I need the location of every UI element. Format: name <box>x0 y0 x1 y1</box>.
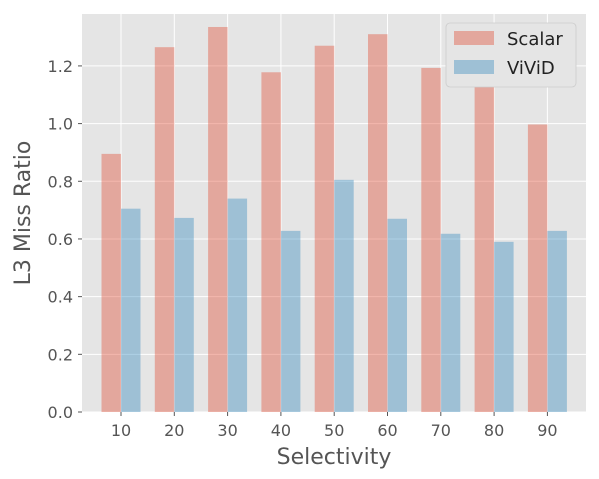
x-tick-label: 60 <box>377 421 397 440</box>
x-tick-label: 50 <box>324 421 344 440</box>
x-tick-label: 30 <box>217 421 237 440</box>
y-tick-label: 0.6 <box>48 230 73 249</box>
legend-label-scalar: Scalar <box>507 29 563 50</box>
bar-scalar-80 <box>474 80 495 412</box>
bar-scalar-40 <box>261 72 281 413</box>
grid-lines <box>82 14 586 413</box>
bar-vivid-40 <box>280 230 301 412</box>
legend: Scalar ViViD <box>445 22 577 88</box>
bar-vivid-20 <box>174 217 194 412</box>
x-tick-label: 80 <box>484 421 504 440</box>
x-axis-title: Selectivity <box>277 445 392 470</box>
bar-vivid-50 <box>334 179 354 412</box>
bar-vivid-70 <box>440 233 461 412</box>
y-tick-label: 1.0 <box>48 115 73 134</box>
bar-vivid-30 <box>227 198 248 412</box>
x-tick-label: 10 <box>111 421 131 440</box>
y-tick-label: 0.0 <box>48 403 73 422</box>
y-tick-label: 0.2 <box>48 345 73 364</box>
bar-scalar-70 <box>421 67 441 412</box>
legend-box <box>445 22 577 88</box>
y-axis-ticks: 0.0 0.2 0.4 0.6 0.8 1.0 1.2 <box>48 57 82 422</box>
x-tick-label: 40 <box>271 421 291 440</box>
bars <box>101 26 567 413</box>
bar-scalar-10 <box>101 153 121 412</box>
bar-vivid-80 <box>494 241 514 412</box>
bar-scalar-20 <box>154 47 175 413</box>
legend-swatch-scalar <box>454 31 494 45</box>
y-tick-label: 0.8 <box>48 172 73 191</box>
x-tick-label: 70 <box>431 421 451 440</box>
y-axis-title: L3 Miss Ratio <box>11 141 36 286</box>
bar-vivid-10 <box>121 208 141 412</box>
bar-scalar-90 <box>527 124 548 413</box>
bar-vivid-90 <box>547 230 567 412</box>
x-tick-label: 90 <box>537 421 557 440</box>
y-tick-label: 0.4 <box>48 288 73 307</box>
bar-vivid-60 <box>387 218 407 412</box>
bar-scalar-60 <box>368 34 388 412</box>
x-axis-ticks: 10 20 30 40 50 60 70 80 90 <box>111 412 558 440</box>
bar-scalar-50 <box>314 45 335 412</box>
bar-scalar-30 <box>208 26 228 412</box>
legend-swatch-vivid <box>454 60 494 74</box>
x-tick-label: 20 <box>164 421 184 440</box>
legend-label-vivid: ViViD <box>507 58 555 79</box>
y-tick-label: 1.2 <box>48 57 73 76</box>
